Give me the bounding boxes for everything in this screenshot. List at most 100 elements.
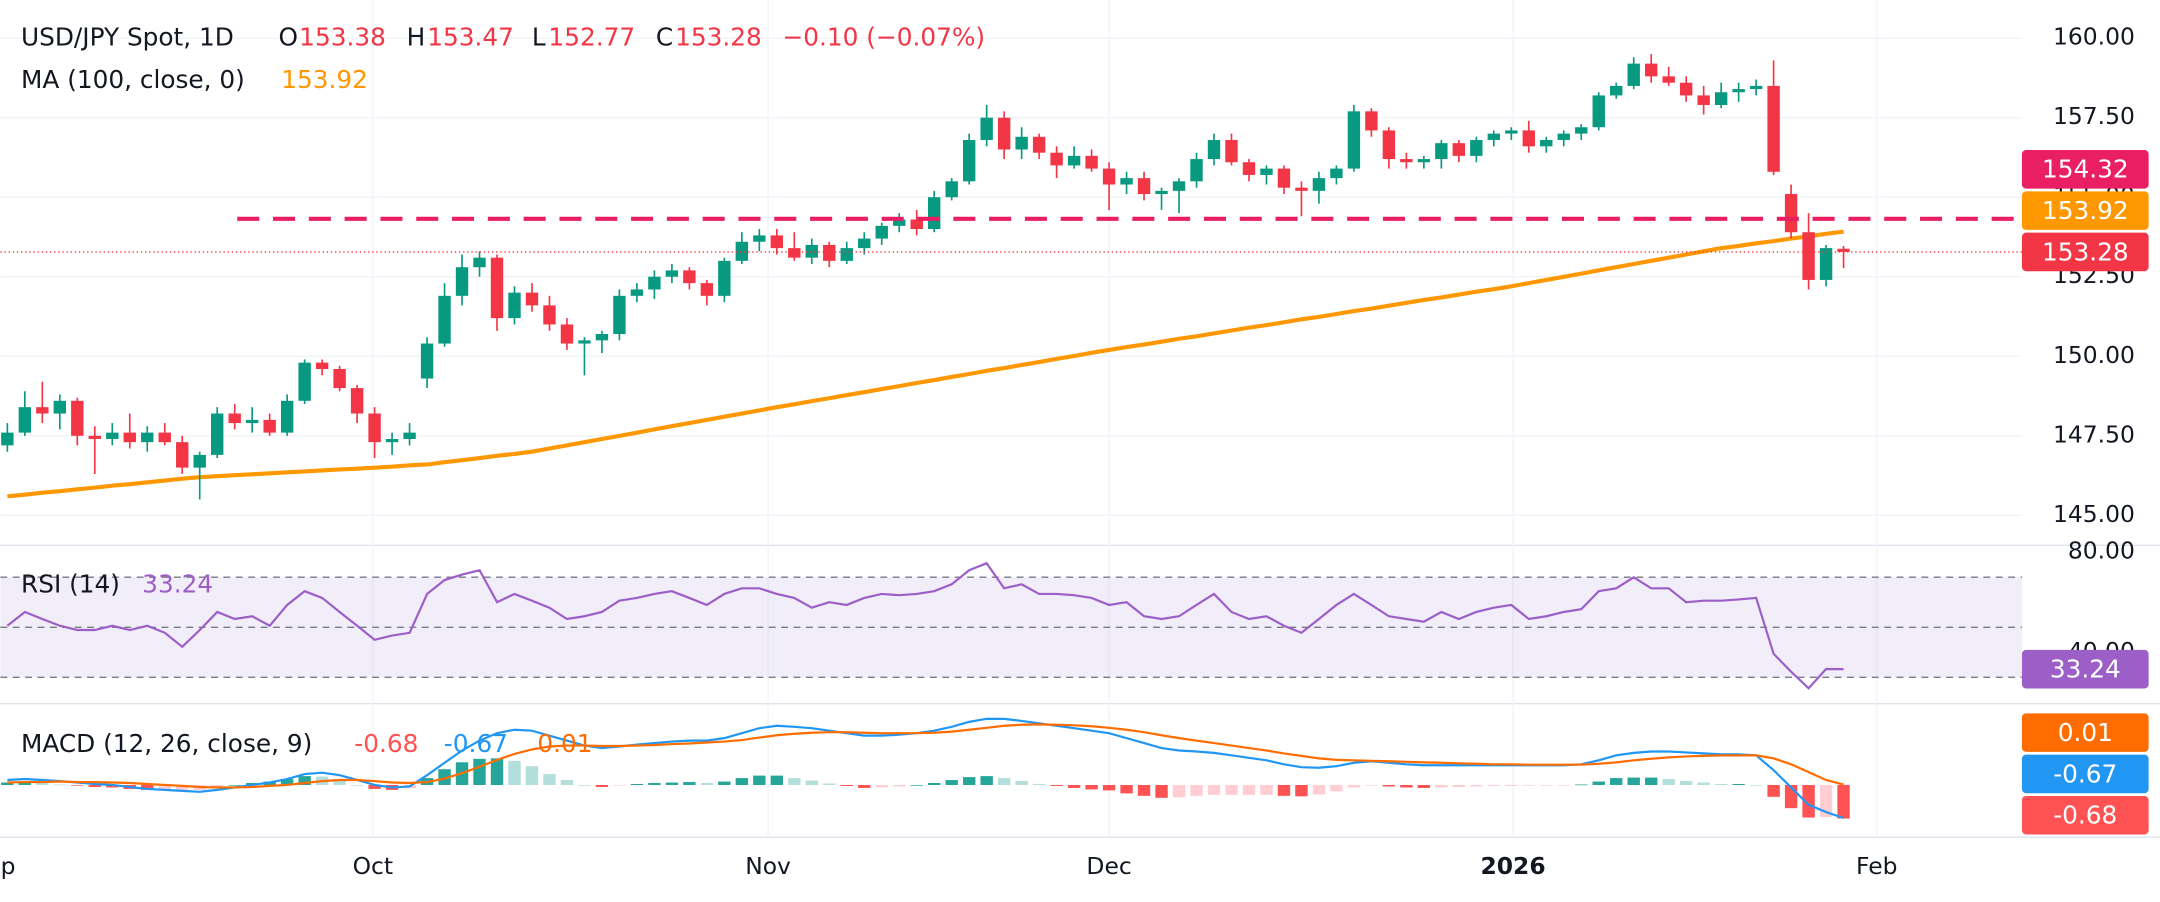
- macd-histogram-bar: [1330, 784, 1343, 792]
- candle-body: [193, 454, 206, 468]
- x-tick-label: 2026: [1480, 852, 1545, 880]
- macd-histogram-bar: [1067, 784, 1081, 788]
- candle-body: [1032, 136, 1046, 153]
- x-tick-label: Nov: [745, 852, 791, 880]
- candle-body: [71, 400, 84, 436]
- candle-body: [211, 413, 224, 455]
- macd-histogram-bar: [840, 784, 853, 786]
- macd-histogram-bar: [1644, 777, 1658, 785]
- macd-histogram-bar: [158, 784, 171, 790]
- macd-histogram-bar: [1400, 784, 1413, 788]
- candle-body: [403, 432, 416, 439]
- price-box: [2021, 795, 2149, 835]
- indicator-line: [6, 561, 1844, 690]
- candle-body: [1575, 127, 1588, 134]
- candle-body: [315, 362, 329, 369]
- symbol-title[interactable]: USD/JPY Spot, 1D: [21, 23, 234, 52]
- candle-body: [1347, 111, 1361, 169]
- macd-histogram-bar: [770, 775, 784, 785]
- x-tick-label: Sep: [0, 852, 15, 880]
- candle-body: [18, 407, 32, 433]
- macd-histogram-bar: [508, 760, 521, 785]
- rsi-legend[interactable]: RSI (14): [21, 569, 120, 598]
- candle-body: [1784, 194, 1798, 233]
- candle-body: [1837, 248, 1850, 252]
- macd-histogram-bar: [1505, 784, 1518, 786]
- candle-body: [53, 400, 67, 414]
- macd-histogram-bar: [53, 784, 67, 786]
- y-tick-label: 80.00: [2068, 537, 2135, 565]
- macd-histogram-bar: [910, 784, 923, 786]
- macd-histogram-bar: [106, 784, 119, 788]
- macd-histogram-bar: [280, 779, 294, 785]
- candle-body: [1277, 168, 1291, 188]
- macd-histogram-bar: [543, 774, 556, 785]
- macd-histogram-bar: [298, 776, 311, 785]
- rsi-value: 33.24: [142, 569, 213, 598]
- candle-body: [613, 295, 626, 335]
- macd-histogram-bar: [1102, 784, 1116, 791]
- macd-histogram-bar: [997, 778, 1011, 785]
- close-label: C: [656, 23, 673, 52]
- x-tick-label: Feb: [1856, 852, 1897, 880]
- macd-histogram-bar: [368, 784, 381, 789]
- candle-body: [385, 438, 399, 443]
- macd-histogram-bar: [1032, 784, 1046, 785]
- candle-body: [158, 432, 171, 443]
- candle-body: [578, 340, 591, 344]
- price-box-label: 33.24: [2050, 655, 2121, 684]
- candle-body: [1767, 85, 1780, 172]
- macd-histogram-bar: [962, 777, 976, 785]
- macd-histogram-bar: [18, 782, 32, 785]
- candle-body: [928, 197, 941, 230]
- macd-histogram-bar: [1679, 781, 1693, 785]
- macd-histogram-bar: [595, 784, 609, 787]
- candle-body: [1330, 168, 1343, 179]
- candle-body: [1382, 130, 1396, 160]
- candle-body: [1749, 85, 1763, 90]
- candle-body: [1452, 143, 1466, 156]
- macd-histogram-bar: [945, 780, 958, 785]
- macd-histogram-bar: [1347, 784, 1361, 788]
- candle-body: [1697, 95, 1710, 105]
- candle-body: [1714, 92, 1728, 105]
- candle-body: [455, 267, 469, 296]
- macd-signal-value: 0.01: [537, 729, 592, 758]
- macd-histogram-bar: [176, 784, 189, 790]
- candle-body: [1137, 178, 1151, 195]
- macd-histogram-bar: [630, 784, 644, 785]
- macd-histogram-bar: [1435, 784, 1448, 788]
- macd-histogram-bar: [1172, 784, 1186, 798]
- candle-body: [1732, 89, 1745, 93]
- candle-body: [718, 260, 731, 296]
- candle-body: [788, 248, 801, 258]
- macd-histogram-bar: [1, 782, 14, 785]
- candle-body: [1505, 130, 1518, 134]
- macd-legend[interactable]: MACD (12, 26, close, 9): [21, 729, 312, 758]
- candle-body: [683, 270, 696, 284]
- candle-body: [1172, 181, 1186, 191]
- candle-body: [648, 276, 661, 290]
- macd-histogram-bar: [438, 769, 451, 785]
- candle-body: [525, 292, 539, 306]
- macd-histogram-bar: [36, 783, 49, 785]
- candle-body: [88, 435, 101, 439]
- candle-body: [595, 334, 609, 341]
- candle-body: [1365, 111, 1378, 131]
- macd-histogram-bar: [578, 784, 591, 786]
- candle-body: [1557, 133, 1570, 140]
- candle-body: [945, 181, 958, 198]
- candle-body: [823, 244, 836, 261]
- macd-histogram-bar: [1190, 784, 1203, 796]
- macd-histogram-bar: [1557, 784, 1570, 786]
- macd-histogram-bar: [823, 783, 836, 785]
- macd-value: -0.67: [444, 729, 508, 758]
- pane-legends: USD/JPY Spot, 1D O 153.38 H 153.47 L 152…: [21, 23, 985, 758]
- moving-average: [7, 229, 1844, 499]
- candle-body: [1190, 159, 1203, 182]
- y-tick-label: 147.50: [2053, 420, 2135, 448]
- macd-histogram-value: -0.68: [354, 729, 418, 758]
- ma-legend[interactable]: MA (100, close, 0): [21, 65, 245, 94]
- macd-histogram-bar: [1050, 784, 1063, 786]
- price-box: [2021, 191, 2149, 230]
